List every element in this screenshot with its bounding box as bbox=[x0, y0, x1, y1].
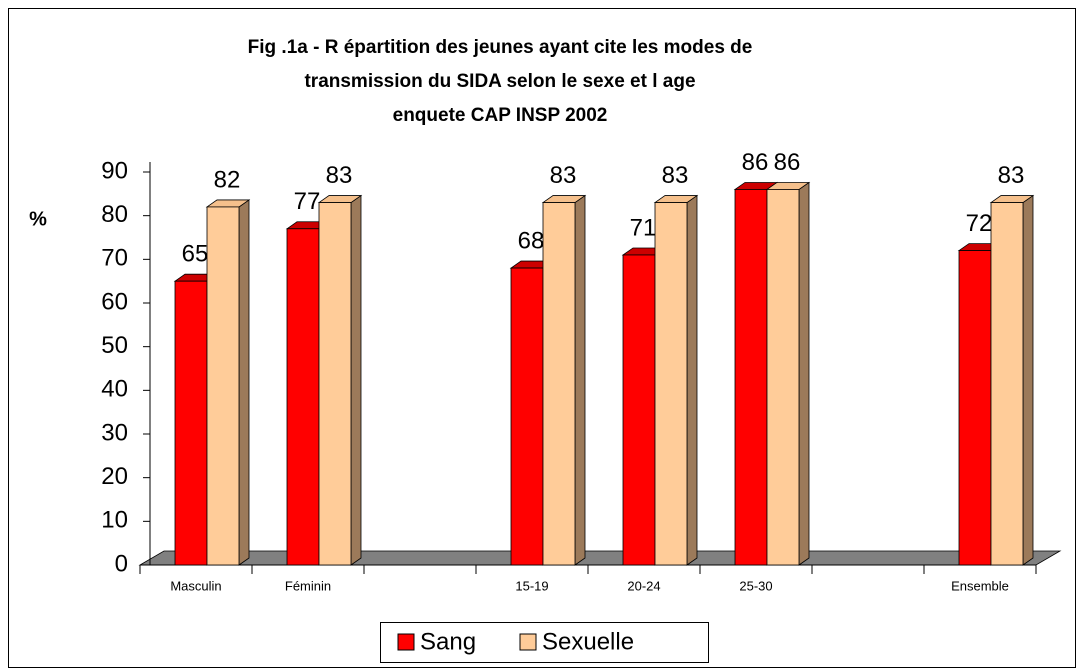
y-tick-label: 10 bbox=[101, 507, 128, 534]
x-tick-label: 25-30 bbox=[739, 578, 772, 593]
data-label: 83 bbox=[550, 162, 577, 189]
x-tick-label: 20-24 bbox=[627, 578, 660, 593]
y-tick-label: 40 bbox=[101, 376, 128, 403]
x-tick-label: 15-19 bbox=[515, 578, 548, 593]
data-label: 72 bbox=[966, 210, 993, 237]
y-tick-label: 20 bbox=[101, 463, 128, 490]
data-label: 65 bbox=[182, 241, 209, 268]
data-label: 82 bbox=[214, 166, 241, 193]
bar bbox=[958, 250, 992, 566]
bar bbox=[654, 202, 688, 566]
data-label: 86 bbox=[774, 149, 801, 176]
y-tick-label: 0 bbox=[115, 550, 128, 577]
y-tick-label: 50 bbox=[101, 332, 128, 359]
legend-label: Sexuelle bbox=[542, 628, 634, 655]
legend-label: Sang bbox=[420, 628, 476, 655]
data-label: 71 bbox=[630, 214, 657, 241]
chart-title: enquete CAP INSP 2002 bbox=[393, 105, 608, 126]
data-label: 68 bbox=[518, 227, 545, 254]
bar-side bbox=[798, 181, 810, 566]
data-label: 83 bbox=[998, 162, 1025, 189]
data-label: 83 bbox=[662, 162, 689, 189]
bar bbox=[734, 189, 768, 566]
y-tick-label: 60 bbox=[101, 288, 128, 315]
legend-box bbox=[380, 622, 709, 663]
legend-swatch bbox=[397, 633, 415, 651]
chart-title: Fig .1a - R épartition des jeunes ayant … bbox=[248, 37, 753, 58]
y-tick-label: 80 bbox=[101, 201, 128, 228]
y-tick-label: 30 bbox=[101, 419, 128, 446]
bar-side bbox=[238, 199, 250, 566]
bar-side bbox=[350, 194, 362, 566]
bar bbox=[318, 202, 352, 566]
legend-swatch bbox=[519, 633, 537, 651]
bar bbox=[510, 267, 544, 566]
x-tick-label: Ensemble bbox=[951, 578, 1009, 593]
bar bbox=[990, 202, 1024, 566]
bar bbox=[286, 228, 320, 566]
data-label: 77 bbox=[294, 188, 321, 215]
bar bbox=[622, 254, 656, 566]
bar bbox=[542, 202, 576, 566]
y-axis-label: % bbox=[29, 208, 47, 230]
chart-title: transmission du SIDA selon le sexe et l … bbox=[304, 71, 695, 92]
bar bbox=[206, 206, 240, 566]
y-tick-label: 70 bbox=[101, 245, 128, 272]
bar-side bbox=[686, 194, 698, 566]
bar-side bbox=[574, 194, 586, 566]
x-tick-label: Féminin bbox=[285, 578, 331, 593]
data-label: 83 bbox=[326, 162, 353, 189]
floor bbox=[138, 550, 1062, 566]
data-label: 86 bbox=[742, 149, 769, 176]
y-tick-label: 90 bbox=[101, 157, 128, 184]
bar bbox=[766, 189, 800, 566]
bar-side bbox=[1022, 194, 1034, 566]
x-tick-label: Masculin bbox=[170, 578, 221, 593]
bar bbox=[174, 280, 208, 566]
